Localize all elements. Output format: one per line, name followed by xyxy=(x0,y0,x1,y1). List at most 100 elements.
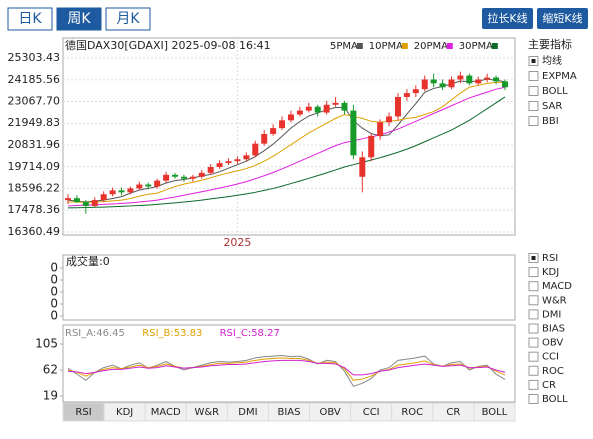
candle-body xyxy=(172,174,179,177)
candle-body xyxy=(109,190,116,195)
indicator-option[interactable]: W&R xyxy=(542,295,567,306)
indicator-tab-label[interactable]: CCI xyxy=(363,407,380,418)
period-tab[interactable] xyxy=(56,7,102,31)
indicator-tab-label[interactable]: RSI xyxy=(75,407,91,418)
checkbox[interactable] xyxy=(528,337,539,348)
candle-body xyxy=(394,96,401,117)
candle-body xyxy=(475,79,482,84)
zoom-button-label[interactable]: 缩短K线 xyxy=(542,11,582,25)
checkbox[interactable] xyxy=(528,101,539,111)
candle-body xyxy=(368,135,375,158)
indicator-tab-label[interactable]: CR xyxy=(446,407,460,418)
y-tick-label: 20831.96 xyxy=(8,138,61,151)
candle-body xyxy=(493,77,500,82)
candle-body xyxy=(189,176,196,179)
y-tick-label: 19 xyxy=(43,389,58,403)
indicator-option[interactable]: DMI xyxy=(542,309,561,320)
checkbox[interactable] xyxy=(528,281,539,292)
checkbox[interactable] xyxy=(528,365,539,376)
zoom-button[interactable] xyxy=(537,8,588,29)
legend-swatch xyxy=(401,43,408,49)
chart-title: 德国DAX30[GDAXI] 2025-09-08 16:41 xyxy=(65,38,271,52)
candle-body xyxy=(243,155,250,160)
indicator-option[interactable]: ROC xyxy=(542,366,564,377)
indicator-tab-label[interactable]: OBV xyxy=(319,407,340,418)
y-tick-label: 19714.09 xyxy=(8,160,61,173)
rsi-frame xyxy=(62,324,516,403)
zoom-button-label[interactable]: 拉长K线 xyxy=(487,11,527,25)
indicator-tab-label[interactable]: W&R xyxy=(194,407,219,418)
candle-body xyxy=(118,190,125,193)
checkbox[interactable] xyxy=(528,116,539,126)
candle-body xyxy=(359,157,366,177)
candle-body xyxy=(100,194,107,201)
checkbox[interactable] xyxy=(528,379,539,390)
rsi-line xyxy=(67,359,506,376)
candle-body xyxy=(421,79,428,90)
indicator-option[interactable]: EXPMA xyxy=(542,71,577,82)
candle-body xyxy=(279,120,286,129)
period-tab-label[interactable]: 周K xyxy=(67,11,91,27)
candle-body xyxy=(82,202,89,206)
y-tick-label: 25303.43 xyxy=(8,51,61,64)
legend-label: RSI_C:58.27 xyxy=(220,328,280,339)
legend-swatch xyxy=(356,43,363,49)
period-tab[interactable] xyxy=(105,7,151,31)
indicator-tab-label[interactable]: DMI xyxy=(238,407,257,418)
indicator-option[interactable]: MACD xyxy=(542,281,572,292)
checkbox[interactable] xyxy=(528,71,539,81)
y-tick-label: 16360.49 xyxy=(8,225,61,238)
indicator-option[interactable]: KDJ xyxy=(542,267,559,278)
checkbox[interactable] xyxy=(528,309,539,320)
indicator-option[interactable]: CCI xyxy=(542,352,559,363)
indicator-tab-label[interactable]: BIAS xyxy=(278,407,301,418)
indicator-tab[interactable] xyxy=(473,402,516,422)
candle-body xyxy=(91,200,98,206)
indicator-tab-label[interactable]: KDJ xyxy=(116,407,133,418)
candle-body xyxy=(323,104,330,113)
indicator-option[interactable]: BBI xyxy=(542,116,559,127)
indicator-heading: 主要指标 xyxy=(528,37,572,51)
indicator-option[interactable]: BOLL xyxy=(542,86,568,97)
candle-body xyxy=(448,79,455,88)
candle-body xyxy=(412,89,419,94)
checkbox[interactable] xyxy=(528,295,539,306)
candle-body xyxy=(198,172,205,177)
indicator-option[interactable]: BIAS xyxy=(542,324,565,335)
checkbox[interactable] xyxy=(528,86,539,96)
indicator-option[interactable]: CR xyxy=(542,380,556,391)
indicator-option[interactable]: RSI xyxy=(542,253,558,264)
y-tick-label: 0 xyxy=(50,309,58,323)
checkbox[interactable] xyxy=(528,323,539,334)
candle-body xyxy=(502,81,508,88)
indicator-tab-label[interactable]: MACD xyxy=(151,407,181,418)
period-tab[interactable] xyxy=(7,7,53,31)
indicator-option[interactable]: SAR xyxy=(542,101,562,112)
candle-body xyxy=(73,198,80,203)
legend-swatch xyxy=(446,43,453,49)
candle-body xyxy=(225,161,232,164)
indicator-option[interactable]: BOLL xyxy=(542,394,568,405)
candle-body xyxy=(484,77,491,80)
y-tick-label: 17478.36 xyxy=(8,203,61,216)
checkbox-check xyxy=(531,59,536,63)
indicator-option[interactable]: OBV xyxy=(542,338,563,349)
checkbox[interactable] xyxy=(528,394,539,404)
y-tick-label: 62 xyxy=(43,363,58,377)
candle-body xyxy=(439,83,446,88)
period-tab-label[interactable]: 月K xyxy=(116,11,140,27)
x-tick-label: 2025 xyxy=(223,236,251,249)
checkbox[interactable] xyxy=(528,351,539,362)
indicator-tab-label[interactable]: BOLL xyxy=(482,407,508,418)
indicator-tab-label[interactable]: ROC xyxy=(401,407,423,418)
candle-body xyxy=(234,159,241,162)
y-tick-label: 0 xyxy=(50,273,58,287)
zoom-button[interactable] xyxy=(482,8,533,29)
legend-label: RSI_B:53.83 xyxy=(142,328,202,339)
checkbox[interactable] xyxy=(528,267,539,278)
period-tab-label[interactable]: 日K xyxy=(18,11,42,27)
indicator-option[interactable]: 均线 xyxy=(542,54,562,67)
candle-body xyxy=(180,176,187,179)
candle-body xyxy=(386,116,393,123)
